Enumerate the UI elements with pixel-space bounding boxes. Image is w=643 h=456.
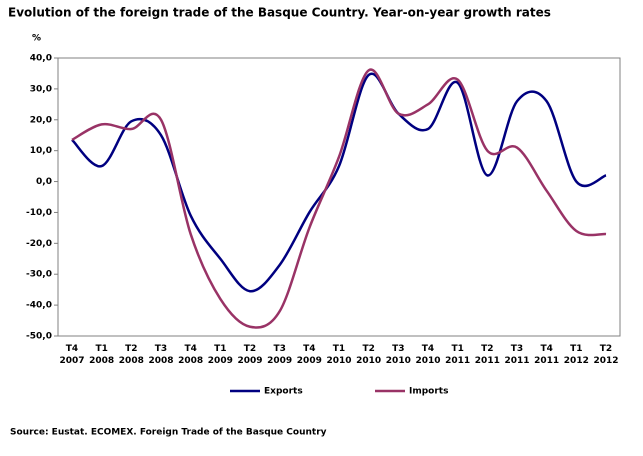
chart-title: Evolution of the foreign trade of the Ba… bbox=[8, 6, 551, 20]
x-tick-label: T4 2007 bbox=[59, 344, 84, 366]
x-tick-label: T1 2011 bbox=[445, 344, 470, 366]
source: Source: Eustat. ECOMEX. Foreign Trade of… bbox=[10, 428, 327, 438]
x-tick-label: T4 2011 bbox=[534, 344, 559, 366]
x-tick-label: T2 2012 bbox=[593, 344, 618, 366]
x-tick-label: T3 2011 bbox=[504, 344, 529, 366]
plot-frame bbox=[57, 57, 621, 337]
y-tick-label: 40,0 bbox=[30, 54, 52, 64]
y-tick-label: 30,0 bbox=[30, 84, 52, 94]
x-tick-label: T2 2009 bbox=[237, 344, 262, 366]
y-tick-label: -20,0 bbox=[26, 239, 52, 249]
y-tick-label: 0,0 bbox=[36, 177, 52, 187]
y-tick-label: 20,0 bbox=[30, 115, 52, 125]
legend-label: Imports bbox=[409, 387, 448, 397]
x-tick-label: T1 2008 bbox=[89, 344, 114, 366]
x-tick-label: T3 2010 bbox=[386, 344, 411, 366]
series-line bbox=[71, 72, 607, 293]
x-tick-label: T4 2010 bbox=[415, 344, 440, 366]
y-tick-label: -30,0 bbox=[26, 270, 52, 280]
x-tick-label: T4 2008 bbox=[178, 344, 203, 366]
x-tick-label: T1 2012 bbox=[564, 344, 589, 366]
y-tick-label: -10,0 bbox=[26, 208, 52, 218]
x-tick-label: T2 2008 bbox=[119, 344, 144, 366]
series-line bbox=[71, 68, 607, 329]
y-tick-label: -50,0 bbox=[26, 332, 52, 342]
x-tick-label: T2 2010 bbox=[356, 344, 381, 366]
x-tick-label: T1 2010 bbox=[326, 344, 351, 366]
x-tick-label: T1 2009 bbox=[208, 344, 233, 366]
legend-label: Exports bbox=[264, 387, 303, 397]
x-tick-label: T3 2008 bbox=[148, 344, 173, 366]
y-tick-label: 10,0 bbox=[30, 146, 52, 156]
y-axis-label: % bbox=[32, 34, 41, 44]
x-tick-label: T4 2009 bbox=[297, 344, 322, 366]
y-tick-label: -40,0 bbox=[26, 301, 52, 311]
x-tick-label: T2 2011 bbox=[475, 344, 500, 366]
x-tick-label: T3 2009 bbox=[267, 344, 292, 366]
